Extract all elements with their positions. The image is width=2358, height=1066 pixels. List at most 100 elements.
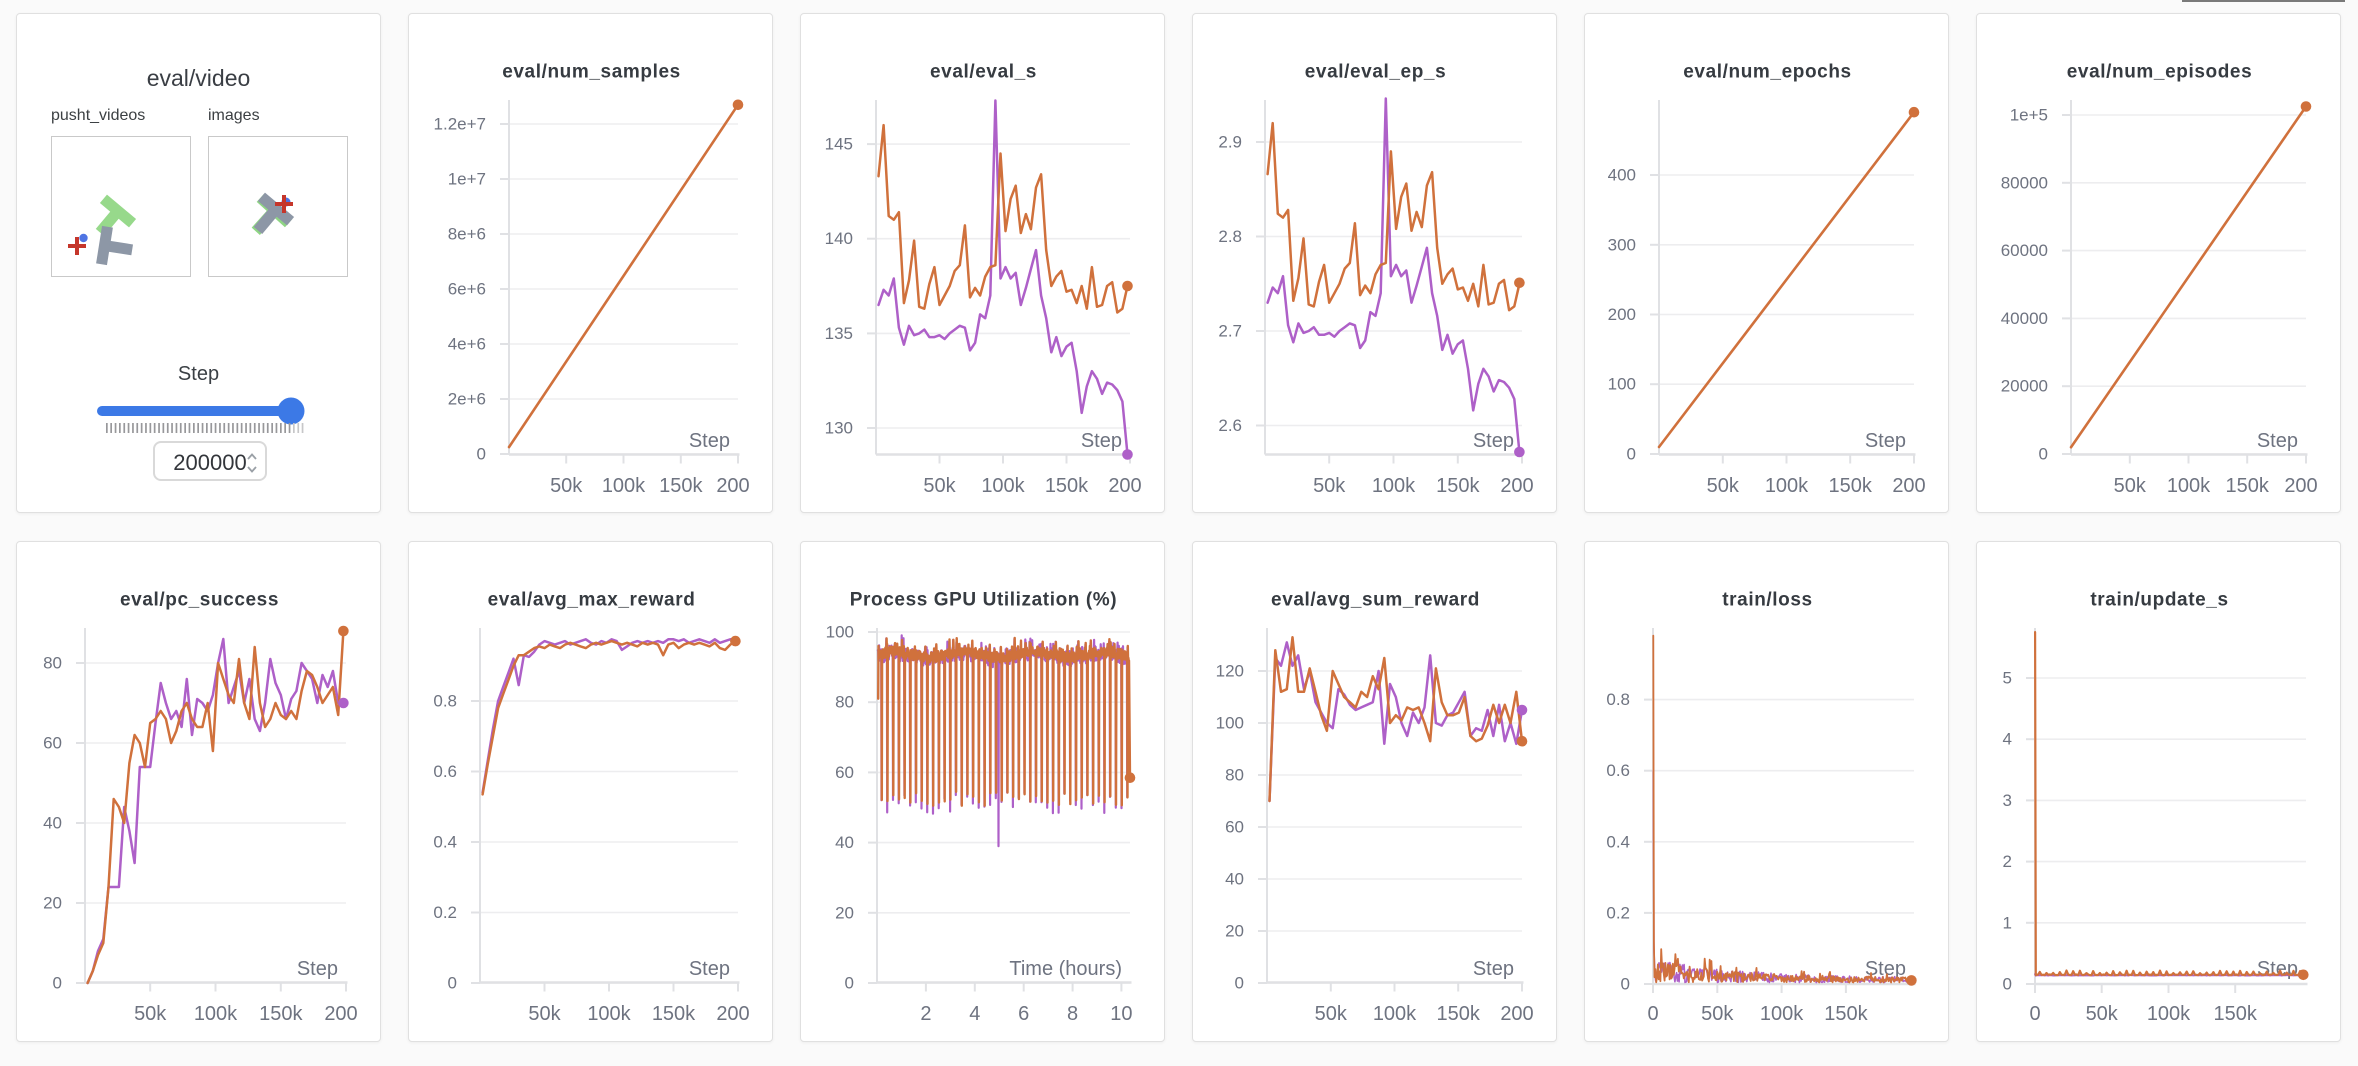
svg-text:eval/num_samples: eval/num_samples — [502, 62, 681, 83]
svg-text:150k: 150k — [259, 1003, 303, 1025]
svg-text:0: 0 — [2003, 975, 2012, 994]
svg-text:eval/pc_success: eval/pc_success — [120, 590, 279, 611]
svg-text:20: 20 — [1225, 922, 1244, 941]
svg-text:80: 80 — [43, 654, 62, 673]
svg-text:150k: 150k — [659, 475, 703, 497]
svg-text:40000: 40000 — [2001, 309, 2048, 328]
svg-text:60000: 60000 — [2001, 241, 2048, 260]
svg-text:eval/num_epochs: eval/num_epochs — [1683, 62, 1851, 83]
svg-text:eval/avg_max_reward: eval/avg_max_reward — [488, 590, 696, 611]
svg-text:50k: 50k — [2086, 1003, 2119, 1025]
svg-text:2e+6: 2e+6 — [448, 390, 486, 409]
svg-text:100k: 100k — [2147, 1003, 2191, 1025]
svg-text:0: 0 — [1627, 445, 1636, 464]
svg-text:train/loss: train/loss — [1722, 590, 1812, 611]
svg-text:0: 0 — [2029, 1003, 2040, 1025]
svg-text:200: 200 — [324, 1003, 357, 1025]
svg-text:200: 200 — [2284, 475, 2317, 497]
svg-text:3: 3 — [2003, 791, 2012, 810]
svg-text:Step: Step — [689, 958, 730, 980]
svg-text:1e+7: 1e+7 — [448, 170, 486, 189]
svg-text:150k: 150k — [1824, 1003, 1868, 1025]
svg-text:Process GPU Utilization (%): Process GPU Utilization (%) — [850, 590, 1117, 611]
svg-text:50k: 50k — [528, 1003, 561, 1025]
svg-text:eval/eval_s: eval/eval_s — [930, 62, 1037, 83]
svg-text:0: 0 — [1621, 975, 1630, 994]
svg-text:1.2e+7: 1.2e+7 — [434, 115, 486, 134]
svg-text:60: 60 — [835, 763, 854, 782]
svg-text:Step: Step — [1865, 958, 1906, 980]
svg-text:145: 145 — [825, 135, 853, 154]
svg-text:300: 300 — [1608, 235, 1636, 254]
svg-text:0: 0 — [1235, 974, 1244, 993]
svg-text:10: 10 — [1110, 1003, 1132, 1025]
svg-text:100k: 100k — [1765, 475, 1809, 497]
svg-text:60: 60 — [43, 734, 62, 753]
svg-text:20000: 20000 — [2001, 377, 2048, 396]
svg-text:120: 120 — [1216, 662, 1244, 681]
svg-text:100k: 100k — [2167, 475, 2211, 497]
svg-text:5: 5 — [2003, 669, 2012, 688]
svg-text:4: 4 — [969, 1003, 980, 1025]
svg-text:0.8: 0.8 — [433, 692, 457, 711]
svg-text:100k: 100k — [1373, 1003, 1417, 1025]
svg-text:80000: 80000 — [2001, 173, 2048, 192]
svg-text:40: 40 — [835, 833, 854, 852]
svg-text:2: 2 — [920, 1003, 931, 1025]
svg-text:60: 60 — [1225, 818, 1244, 837]
svg-text:Time (hours): Time (hours) — [1009, 958, 1122, 980]
svg-text:50k: 50k — [1701, 1003, 1734, 1025]
svg-text:150k: 150k — [1045, 475, 1089, 497]
svg-text:2.6: 2.6 — [1218, 416, 1242, 435]
svg-text:Step: Step — [297, 958, 338, 980]
svg-text:100k: 100k — [1760, 1003, 1804, 1025]
svg-text:150k: 150k — [2226, 475, 2270, 497]
svg-text:80: 80 — [1225, 766, 1244, 785]
svg-text:0: 0 — [845, 974, 854, 993]
svg-text:150k: 150k — [2214, 1003, 2258, 1025]
svg-text:40: 40 — [43, 814, 62, 833]
svg-text:200: 200 — [1500, 475, 1533, 497]
svg-text:50k: 50k — [923, 475, 956, 497]
svg-text:Step: Step — [689, 430, 730, 452]
svg-text:200: 200 — [1108, 475, 1141, 497]
svg-text:100: 100 — [1216, 714, 1244, 733]
svg-text:50k: 50k — [1707, 475, 1740, 497]
svg-text:0.8: 0.8 — [1606, 690, 1630, 709]
svg-text:Step: Step — [1081, 430, 1122, 452]
svg-text:0: 0 — [477, 445, 486, 464]
svg-text:2.7: 2.7 — [1218, 322, 1242, 341]
svg-text:40: 40 — [1225, 870, 1244, 889]
svg-text:Step: Step — [1473, 958, 1514, 980]
svg-text:200: 200 — [716, 475, 749, 497]
svg-text:20: 20 — [835, 903, 854, 922]
svg-text:0.4: 0.4 — [1606, 832, 1630, 851]
svg-text:2: 2 — [2003, 852, 2012, 871]
svg-text:6e+6: 6e+6 — [448, 280, 486, 299]
svg-text:train/update_s: train/update_s — [2090, 590, 2228, 611]
svg-text:50k: 50k — [2114, 475, 2147, 497]
svg-text:50k: 50k — [134, 1003, 167, 1025]
svg-text:150k: 150k — [652, 1003, 696, 1025]
svg-text:eval/eval_ep_s: eval/eval_ep_s — [1305, 62, 1447, 83]
svg-text:200: 200 — [1500, 1003, 1533, 1025]
svg-text:200: 200 — [716, 1003, 749, 1025]
svg-text:1: 1 — [2003, 913, 2012, 932]
svg-text:100k: 100k — [587, 1003, 631, 1025]
svg-text:6: 6 — [1018, 1003, 1029, 1025]
svg-text:80: 80 — [835, 693, 854, 712]
svg-text:150k: 150k — [1436, 475, 1480, 497]
svg-text:0.4: 0.4 — [433, 833, 457, 852]
svg-text:0.6: 0.6 — [433, 762, 457, 781]
svg-text:50k: 50k — [1313, 475, 1346, 497]
svg-text:100: 100 — [1608, 375, 1636, 394]
svg-text:4e+6: 4e+6 — [448, 335, 486, 354]
svg-text:eval/avg_sum_reward: eval/avg_sum_reward — [1271, 590, 1480, 611]
svg-text:0: 0 — [53, 974, 62, 993]
svg-text:135: 135 — [825, 324, 853, 343]
svg-text:50k: 50k — [550, 475, 583, 497]
svg-text:130: 130 — [825, 419, 853, 438]
svg-text:0.2: 0.2 — [433, 903, 457, 922]
svg-text:100k: 100k — [194, 1003, 238, 1025]
svg-text:Step: Step — [1865, 430, 1906, 452]
